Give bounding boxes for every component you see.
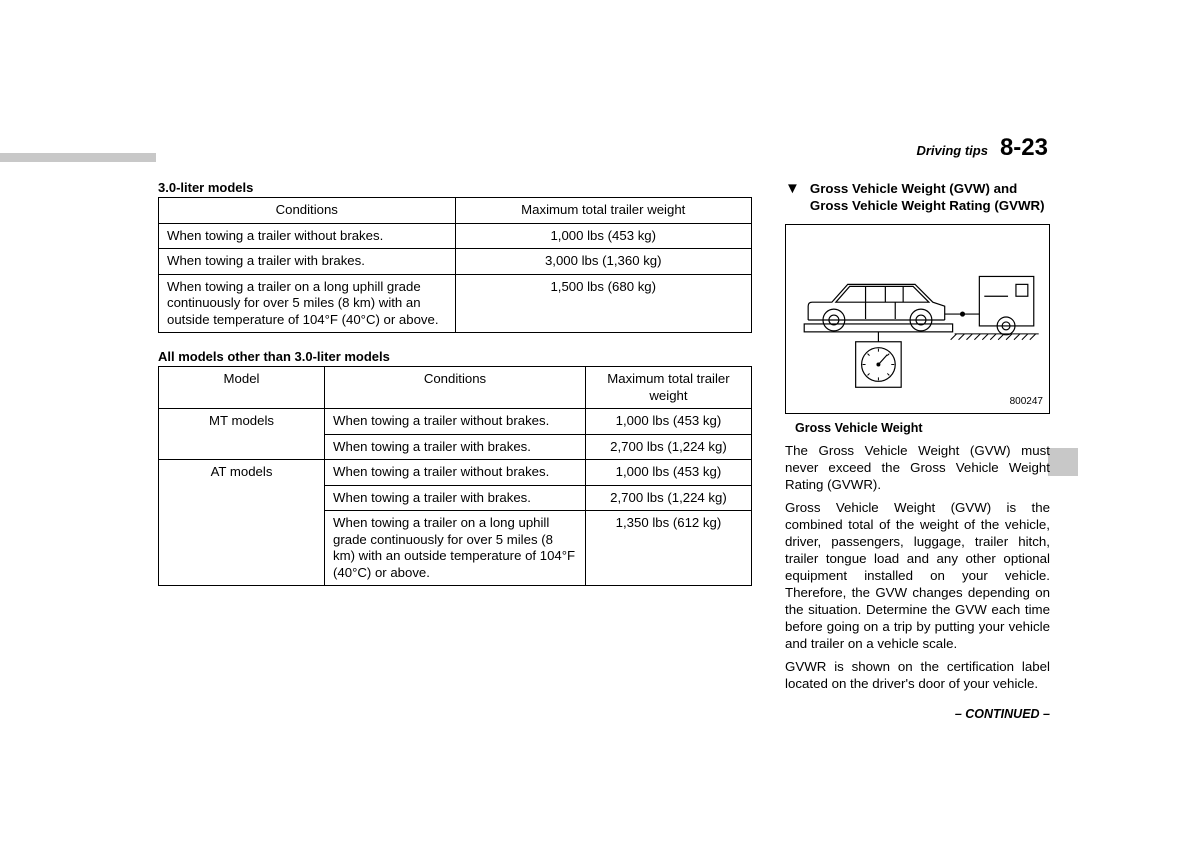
table-header-cell: Conditions (325, 367, 586, 409)
table-cell: 1,000 lbs (453 kg) (585, 409, 751, 435)
subheading: ▼ Gross Vehicle Weight (GVW) and Gross V… (785, 180, 1050, 214)
page-edge-tab (1048, 448, 1078, 476)
header-rule (0, 153, 156, 162)
table-cell: When towing a trailer on a long uphill g… (325, 511, 586, 586)
header-section: Driving tips (916, 143, 988, 158)
figure-gvw: 800247 (785, 224, 1050, 414)
table-row: Conditions Maximum total trailer weight (159, 198, 752, 224)
table-cell: 1,000 lbs (453 kg) (455, 223, 752, 249)
body-paragraph: Gross Vehicle Weight (GVW) is the combin… (785, 499, 1050, 652)
left-column: 3.0-liter models Conditions Maximum tota… (158, 180, 752, 586)
table-3-liter: Conditions Maximum total trailer weight … (158, 197, 752, 333)
table-row: When towing a trailer with brakes. 3,000… (159, 249, 752, 275)
table-cell: 1,500 lbs (680 kg) (455, 274, 752, 333)
table-cell-model: MT models (159, 409, 325, 460)
table-row: When towing a trailer without brakes. 1,… (159, 223, 752, 249)
table-cell: When towing a trailer with brakes. (325, 434, 586, 460)
figure-caption: Gross Vehicle Weight (795, 420, 1050, 436)
table-header-cell: Maximum total trailer weight (455, 198, 752, 224)
table-cell: When towing a trailer without brakes. (325, 409, 586, 435)
table-header-cell: Model (159, 367, 325, 409)
table1-title: 3.0-liter models (158, 180, 752, 195)
table-cell: When towing a trailer without brakes. (159, 223, 456, 249)
table2-title: All models other than 3.0-liter models (158, 349, 752, 364)
table-row: MT models When towing a trailer without … (159, 409, 752, 435)
table-cell: 1,350 lbs (612 kg) (585, 511, 751, 586)
vehicle-on-scale-icon (786, 225, 1049, 413)
table-cell: When towing a trailer with brakes. (325, 485, 586, 511)
table-cell-model: AT models (159, 460, 325, 586)
continued-marker: – CONTINUED – (785, 706, 1050, 722)
table-row: AT models When towing a trailer without … (159, 460, 752, 486)
page-header: Driving tips 8-23 (916, 134, 1048, 162)
right-column: ▼ Gross Vehicle Weight (GVW) and Gross V… (785, 180, 1050, 722)
triangle-down-icon: ▼ (785, 180, 800, 214)
header-page-number: 8-23 (1000, 134, 1048, 162)
table-cell: When towing a trailer on a long uphill g… (159, 274, 456, 333)
table-cell: 2,700 lbs (1,224 kg) (585, 434, 751, 460)
table-row: Model Conditions Maximum total trailer w… (159, 367, 752, 409)
table-cell: 3,000 lbs (1,360 kg) (455, 249, 752, 275)
table-cell: When towing a trailer without brakes. (325, 460, 586, 486)
table-cell: When towing a trailer with brakes. (159, 249, 456, 275)
table-other-models: Model Conditions Maximum total trailer w… (158, 366, 752, 586)
table-row: When towing a trailer on a long uphill g… (159, 274, 752, 333)
body-paragraph: The Gross Vehicle Weight (GVW) must neve… (785, 442, 1050, 493)
table-cell: 2,700 lbs (1,224 kg) (585, 485, 751, 511)
page: Driving tips 8-23 3.0-liter models Condi… (0, 0, 1200, 863)
subheading-text: Gross Vehicle Weight (GVW) and Gross Veh… (810, 180, 1050, 214)
table-cell: 1,000 lbs (453 kg) (585, 460, 751, 486)
table-header-cell: Conditions (159, 198, 456, 224)
figure-number: 800247 (1010, 396, 1043, 409)
table-header-cell: Maximum total trailer weight (585, 367, 751, 409)
body-paragraph: GVWR is shown on the certification label… (785, 658, 1050, 692)
